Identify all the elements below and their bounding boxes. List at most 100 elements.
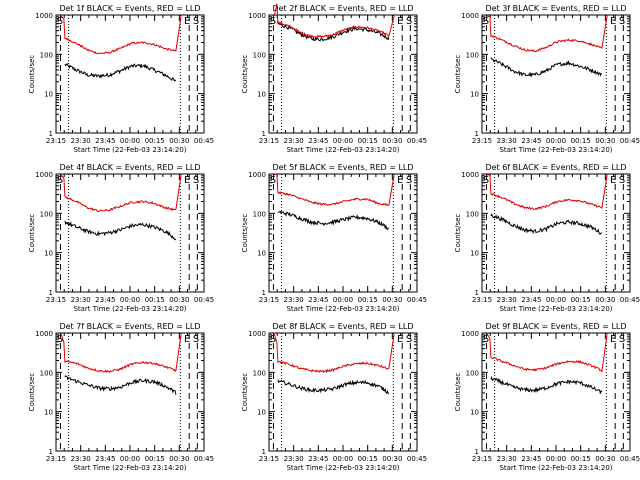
x-tick-label: 23:30 [284, 296, 304, 304]
x-tick-label: 00:15 [358, 296, 378, 304]
events-series-line [277, 22, 390, 42]
x-axis-label: Start Time (22-Feb-03 23:14:20) [73, 464, 186, 472]
y-tick-label: 10 [470, 250, 479, 258]
events-series-line [277, 210, 390, 230]
x-tick-label: 23:15 [46, 296, 66, 304]
x-axis-label: Start Time (22-Feb-03 23:14:20) [73, 146, 186, 154]
y-tick-label: 10 [44, 409, 53, 417]
interval-marker-label: S [619, 16, 625, 27]
x-tick-label: 00:45 [407, 296, 427, 304]
x-tick-label: 00:30 [382, 137, 402, 145]
y-tick-label: 1 [262, 130, 266, 138]
interval-marker-label: S [57, 175, 63, 186]
y-tick-label: 1000 [248, 12, 266, 20]
interval-marker-label: S [483, 16, 489, 27]
y-tick-label: 10 [44, 250, 53, 258]
x-axis-label: Start Time (22-Feb-03 23:14:20) [286, 305, 399, 313]
x-tick-label: 00:45 [620, 455, 640, 463]
x-tick-label: 00:00 [546, 137, 566, 145]
x-tick-label: 23:45 [308, 137, 328, 145]
panel-title: Det 6f BLACK = Events, RED = LLD [485, 163, 626, 172]
panel-title: Det 7f BLACK = Events, RED = LLD [59, 322, 200, 331]
x-tick-label: 23:45 [521, 296, 541, 304]
y-axis-label: Counts/sec [454, 373, 462, 412]
interval-marker-label: S [193, 16, 199, 27]
x-tick-label: 00:45 [194, 137, 214, 145]
y-tick-label: 1000 [35, 12, 53, 20]
panel-title: Det 5f BLACK = Events, RED = LLD [272, 163, 413, 172]
panel-det-5f: Det 5f BLACK = Events, RED = LLD 1 10 100 10… [241, 163, 427, 313]
events-series-line [490, 375, 603, 394]
y-tick-label: 10 [470, 91, 479, 99]
x-tick-label: 00:45 [620, 137, 640, 145]
events-series-line [64, 62, 177, 82]
y-tick-label: 10 [257, 250, 266, 258]
plot-frame [481, 14, 631, 134]
x-tick-label: 23:45 [308, 455, 328, 463]
interval-marker-label: E [610, 16, 616, 27]
interval-marker-label: E [610, 334, 616, 345]
x-axis-label: Start Time (22-Feb-03 23:14:20) [73, 305, 186, 313]
interval-marker-label: S [483, 175, 489, 186]
x-tick-label: 00:00 [546, 455, 566, 463]
y-tick-label: 1000 [461, 171, 479, 179]
y-tick-label: 100 [253, 369, 266, 377]
panel-title: Det 2f BLACK = Events, RED = LLD [272, 4, 413, 13]
x-tick-label: 00:30 [595, 455, 615, 463]
plot-frame [55, 14, 205, 134]
y-tick-label: 1 [262, 448, 266, 456]
x-axis-label: Start Time (22-Feb-03 23:14:20) [286, 464, 399, 472]
interval-marker-label: S [57, 334, 63, 345]
y-axis-label: Counts/sec [454, 55, 462, 94]
panel-title: Det 1f BLACK = Events, RED = LLD [59, 4, 200, 13]
lld-series-line [487, 15, 608, 53]
interval-marker-label: S [406, 16, 412, 27]
y-tick-label: 100 [466, 369, 479, 377]
y-tick-label: 1000 [35, 330, 53, 338]
x-tick-label: 00:30 [382, 455, 402, 463]
y-tick-label: 1000 [248, 171, 266, 179]
y-tick-label: 1 [49, 289, 53, 297]
panel-det-6f: Det 6f BLACK = Events, RED = LLD 1 10 100 10… [454, 163, 640, 313]
y-tick-label: 1 [262, 289, 266, 297]
y-tick-label: 1000 [461, 330, 479, 338]
interval-marker-label: S [406, 334, 412, 345]
panel-det-1f: Det 1f BLACK = Events, RED = LLD 1 10 100 10… [28, 4, 214, 154]
y-tick-label: 10 [257, 91, 266, 99]
plot-frame [268, 173, 418, 293]
x-tick-label: 23:30 [71, 137, 91, 145]
x-tick-label: 00:30 [595, 296, 615, 304]
x-tick-label: 23:45 [95, 455, 115, 463]
panel-det-3f: Det 3f BLACK = Events, RED = LLD 1 10 100 10… [454, 4, 640, 154]
lld-series-line [487, 174, 608, 211]
x-tick-label: 00:15 [571, 455, 591, 463]
panel-title: Det 3f BLACK = Events, RED = LLD [485, 4, 626, 13]
plot-frame [55, 332, 205, 452]
events-series-line [490, 213, 603, 235]
panel-det-9f: Det 9f BLACK = Events, RED = LLD 1 10 100 10… [454, 322, 640, 472]
events-series-line [64, 375, 177, 395]
y-tick-label: 1 [475, 289, 479, 297]
x-tick-label: 00:00 [120, 455, 140, 463]
x-tick-label: 23:15 [472, 137, 492, 145]
x-tick-label: 00:15 [358, 137, 378, 145]
x-tick-label: 00:00 [333, 455, 353, 463]
y-axis-label: Counts/sec [241, 214, 249, 253]
x-axis-label: Start Time (22-Feb-03 23:14:20) [499, 464, 612, 472]
lld-series-line [60, 174, 182, 213]
y-tick-label: 100 [40, 369, 53, 377]
panel-title: Det 4f BLACK = Events, RED = LLD [59, 163, 200, 172]
plot-frame [268, 332, 418, 452]
events-series-line [490, 57, 603, 78]
lld-series-line [60, 333, 182, 374]
x-tick-label: 23:15 [259, 455, 279, 463]
y-tick-label: 10 [44, 91, 53, 99]
x-tick-label: 00:45 [407, 137, 427, 145]
x-tick-label: 00:00 [546, 296, 566, 304]
events-series-line [64, 220, 177, 241]
y-tick-label: 10 [470, 409, 479, 417]
x-tick-label: 00:15 [571, 137, 591, 145]
y-axis-label: Counts/sec [241, 55, 249, 94]
x-tick-label: 23:45 [308, 296, 328, 304]
